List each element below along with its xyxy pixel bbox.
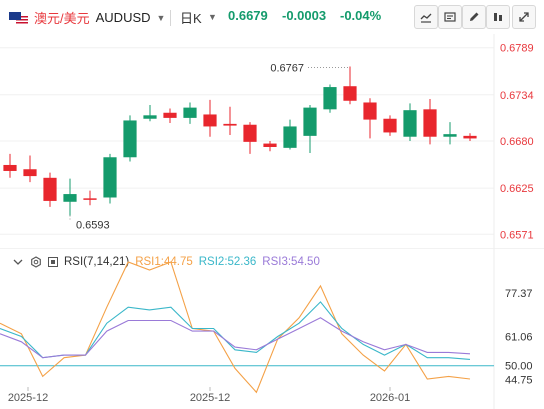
y-tick-label: 0.6625 <box>500 183 534 195</box>
x-tick-label: 2025-12 <box>190 392 230 404</box>
chevron-down-icon: ▼ <box>208 12 217 22</box>
price-change: -0.0003 <box>282 8 327 23</box>
rsi1-value: RSI1:44.75 <box>135 256 193 268</box>
y-tick-label: 0.6680 <box>500 136 534 148</box>
candle-body <box>203 114 217 127</box>
y-tick-label: 0.6789 <box>500 43 534 55</box>
candle-body <box>343 86 357 101</box>
pair-name: 澳元/美元 <box>34 11 90 26</box>
candle-body <box>463 135 477 139</box>
rsi2-value: RSI2:52.36 <box>198 256 257 268</box>
y-tick-label: 0.6734 <box>500 90 534 102</box>
candle-body <box>403 110 417 137</box>
pen-button[interactable] <box>462 5 486 29</box>
x-tick-label: 2026-01 <box>370 392 410 404</box>
chart-header: 澳元/美元 AUDUSD ▼ 日K ▼ 0.6679 -0.0003 -0.04… <box>0 0 544 34</box>
drawing-tool-button[interactable] <box>414 5 438 29</box>
low-annotation: 0.6593 <box>76 219 110 231</box>
candle-body <box>43 177 57 201</box>
candle-body <box>223 123 237 126</box>
rsi-chart[interactable]: 77.37 61.06 50.00 44.75 2025-12 2025-12 2026-0… <box>0 248 544 409</box>
candle-body <box>163 112 177 118</box>
compare-button[interactable] <box>486 5 510 29</box>
candle-body <box>103 157 117 198</box>
candlestick-chart[interactable]: 0.6789 0.6734 0.6680 0.6625 0.6571 0.6767 0.65… <box>0 34 544 248</box>
candle-body <box>383 118 397 133</box>
rsi-line-rsi1 <box>0 261 471 394</box>
rsi-legend: RSI(7,14,21) RSI1:44.75 RSI2:52.36 RSI3:… <box>12 256 320 268</box>
candle-body <box>63 194 77 202</box>
candle-body <box>263 143 277 147</box>
candle-body <box>243 124 257 142</box>
candle-body <box>423 109 437 137</box>
period-selector[interactable]: 日K <box>180 11 202 26</box>
current-price: 0.6679 <box>228 8 268 23</box>
header-divider <box>170 10 171 26</box>
rsi3-value: RSI3:54.50 <box>262 256 320 268</box>
indicator-toggle-icon[interactable] <box>48 257 58 267</box>
fullscreen-icon <box>519 12 529 22</box>
pen-icon <box>470 12 479 21</box>
rsi-indicator-name: RSI(7,14,21) <box>64 256 130 268</box>
fullscreen-button[interactable] <box>512 5 536 29</box>
aud-usd-flag-icon <box>8 10 30 25</box>
rsi-line-rsi3 <box>0 317 471 359</box>
candle-body <box>303 107 317 136</box>
candle-body <box>363 102 377 120</box>
y-tick-label: 0.6571 <box>500 229 534 241</box>
candle-body <box>183 107 197 118</box>
rsi-y-tick-label: 61.06 <box>505 331 533 343</box>
high-annotation: 0.6767 <box>270 63 304 75</box>
indicator-icon <box>444 12 456 22</box>
collapse-icon[interactable] <box>12 256 24 268</box>
chevron-down-icon: ▼ <box>156 12 166 23</box>
compare-icon <box>494 13 502 21</box>
indicator-button[interactable] <box>438 5 462 29</box>
rsi-line-rsi2 <box>0 301 471 360</box>
candle-body <box>3 164 17 171</box>
pair-code: AUDUSD <box>95 10 151 25</box>
drawing-tool-icon <box>420 13 432 23</box>
candle-body <box>83 198 97 200</box>
symbol-selector[interactable]: 澳元/美元 AUDUSD ▼ <box>8 8 165 27</box>
candle-body <box>323 87 337 110</box>
price-change-percent: -0.04% <box>340 8 382 23</box>
candle-body <box>123 120 137 158</box>
candle-body <box>23 169 37 177</box>
x-tick-label: 2025-12 <box>8 392 48 404</box>
candle-body <box>143 115 157 119</box>
candle-body <box>443 134 457 137</box>
settings-icon[interactable] <box>30 256 42 268</box>
rsi-y-tick-label: 50.00 <box>505 361 533 373</box>
candle-body <box>283 126 297 148</box>
rsi-y-tick-label: 77.37 <box>505 288 533 300</box>
rsi-y-tick-label: 44.75 <box>505 375 533 387</box>
